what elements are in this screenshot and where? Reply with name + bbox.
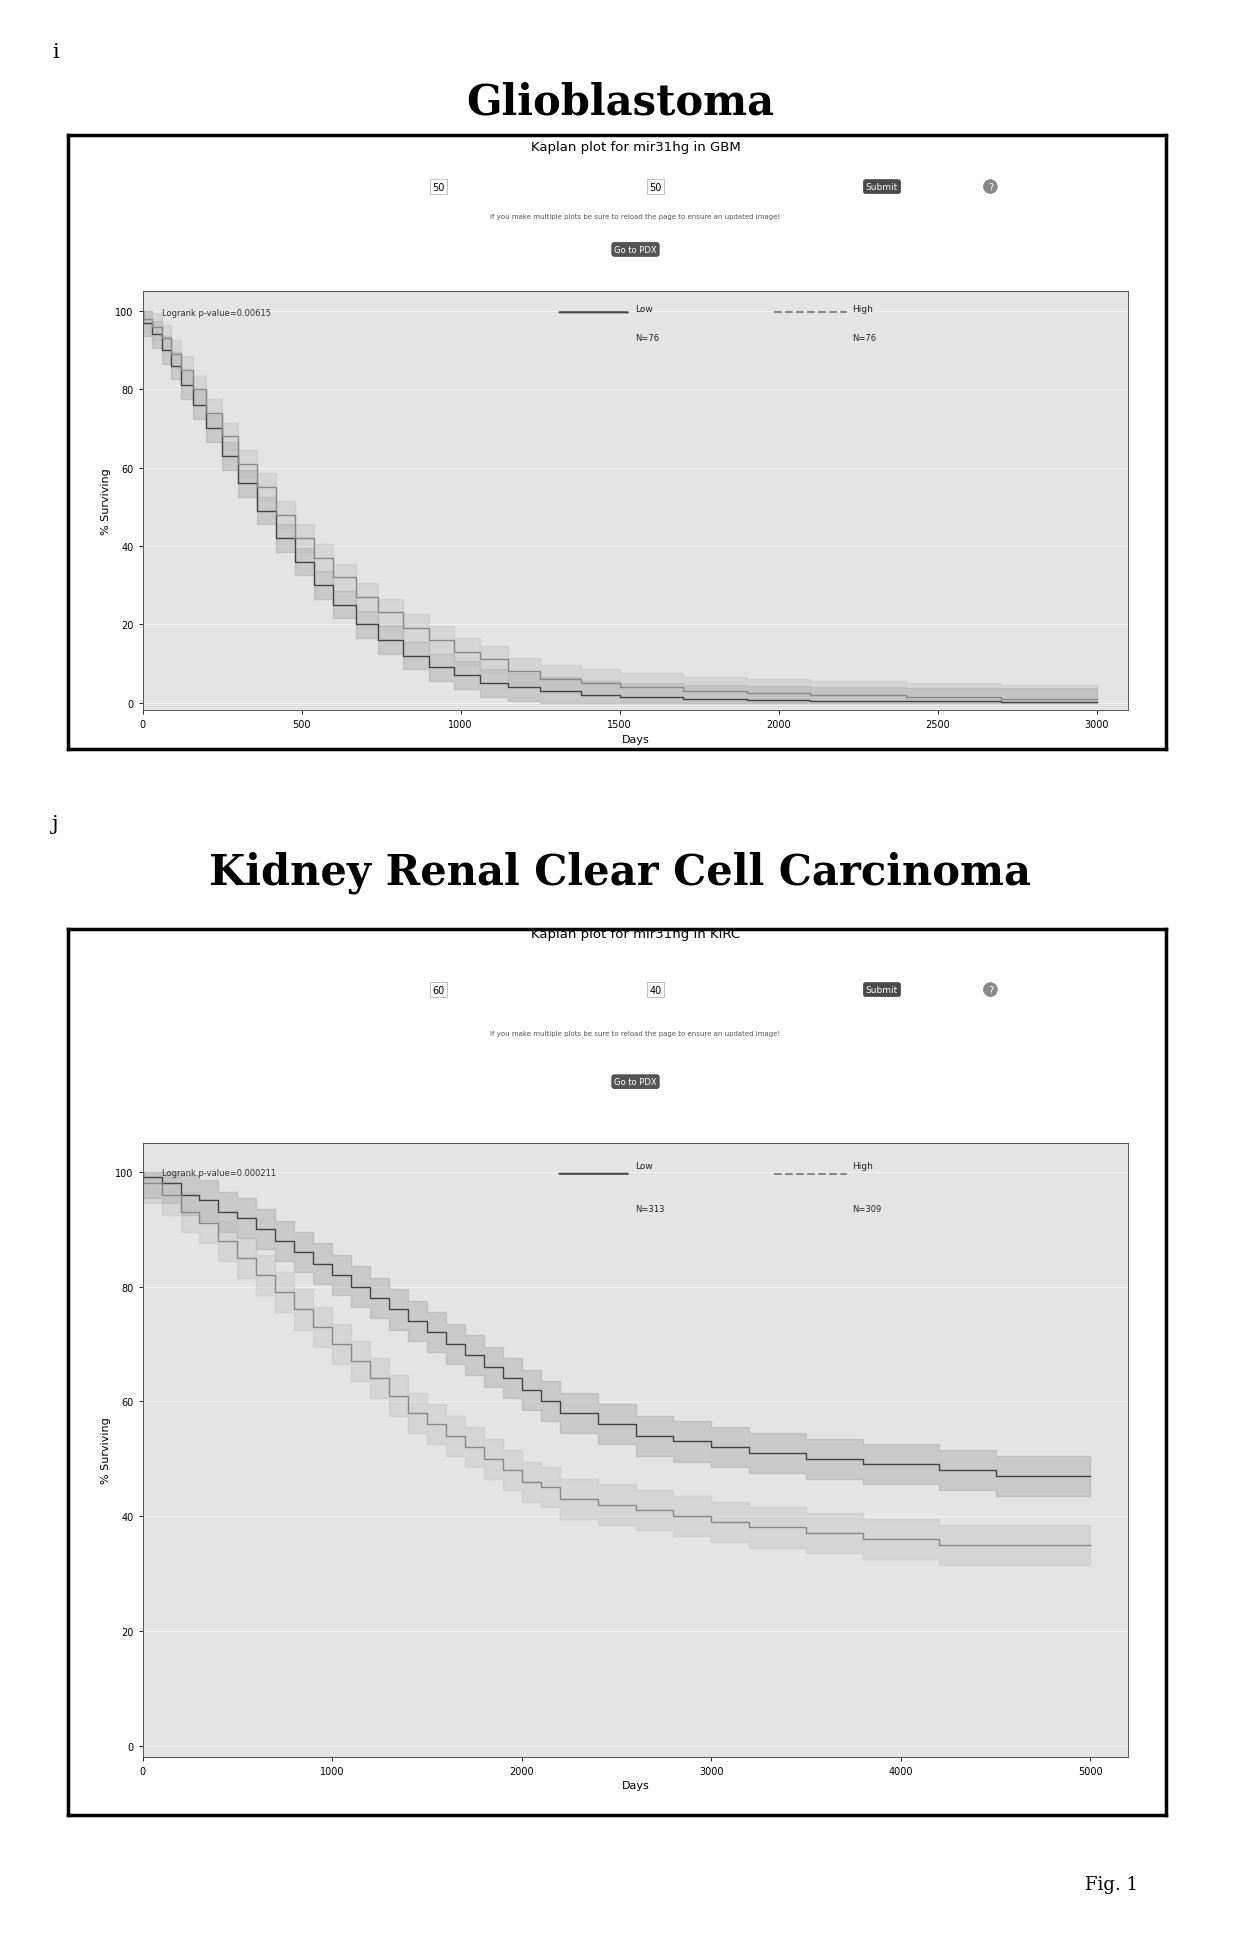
Text: Submit: Submit — [866, 183, 898, 193]
Text: Go to PDX: Go to PDX — [614, 1077, 657, 1087]
Text: 50: 50 — [433, 183, 444, 193]
Text: N=309: N=309 — [852, 1204, 882, 1214]
Text: Logrank p-value=0.000211: Logrank p-value=0.000211 — [162, 1169, 277, 1177]
Text: ?: ? — [988, 183, 993, 193]
X-axis label: Days: Days — [621, 1780, 650, 1790]
Text: N=313: N=313 — [635, 1204, 665, 1214]
Text: If you make multiple plots be sure to reload the page to ensure an updated image: If you make multiple plots be sure to re… — [490, 1030, 781, 1036]
Text: N=76: N=76 — [635, 335, 660, 343]
Text: If you make multiple plots be sure to reload the page to ensure an updated image: If you make multiple plots be sure to re… — [490, 214, 781, 220]
Text: High: High — [852, 304, 873, 314]
Text: j: j — [52, 814, 58, 834]
Text: Kidney Renal Clear Cell Carcinoma: Kidney Renal Clear Cell Carcinoma — [210, 851, 1030, 894]
Y-axis label: % Surviving: % Surviving — [100, 468, 112, 536]
Text: ?: ? — [988, 986, 993, 995]
Text: Fig. 1: Fig. 1 — [1085, 1876, 1138, 1893]
Text: 60: 60 — [433, 986, 444, 995]
Text: 40: 40 — [649, 986, 661, 995]
Text: Logrank p-value=0.00615: Logrank p-value=0.00615 — [162, 310, 272, 318]
Text: Go to PDX: Go to PDX — [614, 245, 657, 255]
Text: Submit: Submit — [866, 986, 898, 995]
Text: Low: Low — [635, 304, 653, 314]
Text: 50: 50 — [649, 183, 661, 193]
Text: High: High — [852, 1161, 873, 1171]
Y-axis label: % Surviving: % Surviving — [100, 1416, 112, 1484]
Text: Kaplan plot for mir31hg in GBM: Kaplan plot for mir31hg in GBM — [531, 140, 740, 154]
Text: Low: Low — [635, 1161, 653, 1171]
Text: i: i — [52, 43, 58, 62]
Text: Kaplan plot for mir31hg in KIRC: Kaplan plot for mir31hg in KIRC — [531, 927, 740, 941]
Text: N=76: N=76 — [852, 335, 877, 343]
Text: Glioblastoma: Glioblastoma — [466, 82, 774, 125]
X-axis label: Days: Days — [621, 734, 650, 744]
